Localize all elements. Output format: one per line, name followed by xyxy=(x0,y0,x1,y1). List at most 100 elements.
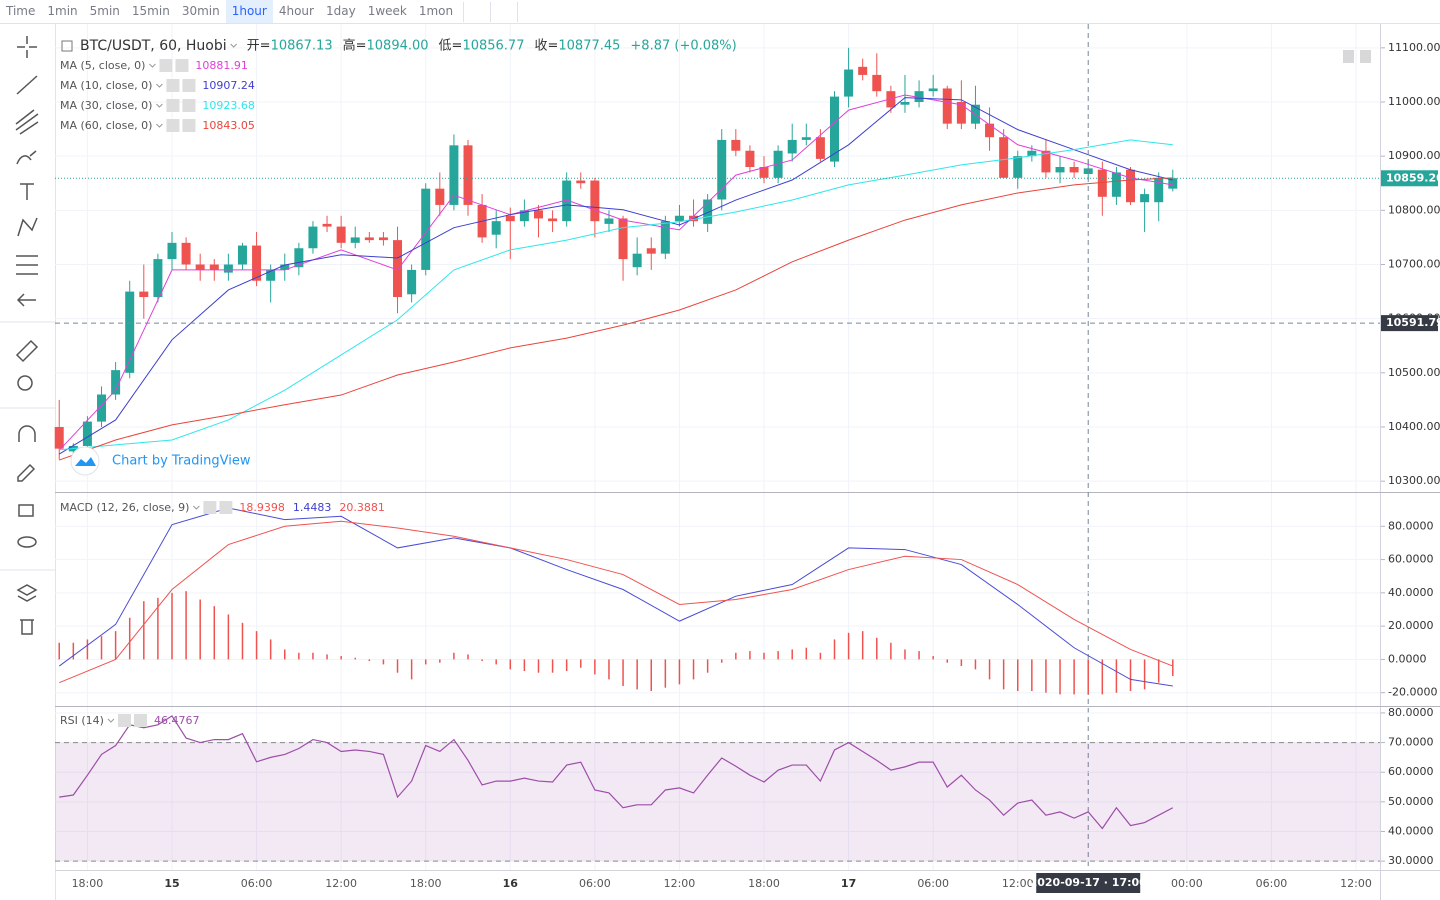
toolbar-icon[interactable] xyxy=(463,1,486,22)
indicator-name: MACD (12, 26, close, 9) xyxy=(60,501,189,514)
line-tool[interactable] xyxy=(16,75,38,95)
legend-settings-icon[interactable] xyxy=(117,714,131,727)
interval-button[interactable]: 30min xyxy=(181,4,220,18)
crosshair-tool[interactable] xyxy=(17,36,37,58)
tool-icons[interactable] xyxy=(0,36,55,635)
draw-mode-tool[interactable] xyxy=(17,463,36,482)
lock-tool[interactable] xyxy=(18,504,34,517)
candle-body xyxy=(1041,150,1051,173)
candle-body xyxy=(562,180,572,222)
y-tick-label: 11000.00 xyxy=(1388,95,1440,108)
watermark-logo-mark xyxy=(75,457,96,466)
candle-body xyxy=(280,264,290,270)
legend-remove-icon[interactable] xyxy=(133,714,147,727)
legend-remove-icon[interactable] xyxy=(219,501,233,514)
layers-tool[interactable] xyxy=(16,584,38,602)
ruler-tool[interactable] xyxy=(15,339,39,363)
legend-settings-icon[interactable] xyxy=(166,99,180,112)
zoom-tool[interactable] xyxy=(17,375,33,391)
ohlc-label: 低= xyxy=(439,39,463,54)
x-tick-label: 15 xyxy=(164,877,179,890)
candle-body xyxy=(407,269,417,295)
candle-body xyxy=(674,215,684,222)
y-tick-label: 10300.00 xyxy=(1388,474,1440,487)
candle-body xyxy=(1154,177,1164,203)
y-tick-label: 80.0000 xyxy=(1388,519,1434,532)
indicator-value: 46.4767 xyxy=(154,714,200,727)
interval-button[interactable]: 1min xyxy=(47,4,78,18)
legend-settings-icon[interactable] xyxy=(166,119,180,132)
candle-body xyxy=(1111,172,1121,197)
candle-body xyxy=(125,291,135,373)
brush-tool[interactable] xyxy=(16,150,37,165)
candle-body xyxy=(548,218,558,222)
interval-button[interactable]: 4hour xyxy=(278,4,314,18)
watermark[interactable]: Chart by TradingView xyxy=(112,454,251,469)
toolbar-icon[interactable] xyxy=(517,1,540,22)
y-tick-label: 50.0000 xyxy=(1388,795,1434,808)
legend-remove-icon[interactable] xyxy=(182,119,196,132)
interval-button[interactable]: 15min xyxy=(131,4,170,18)
candle-body xyxy=(872,74,882,92)
delete-tool[interactable] xyxy=(20,619,34,635)
candle-body xyxy=(660,221,670,254)
candle-body xyxy=(773,150,783,178)
fib-tool[interactable] xyxy=(15,109,39,135)
legend-settings-icon[interactable] xyxy=(166,79,180,92)
indicator-value: 10907.24 xyxy=(202,79,255,92)
legend-settings-icon[interactable] xyxy=(203,501,217,514)
legend-remove-icon[interactable] xyxy=(175,59,189,72)
indicator-name: MA (5, close, 0) xyxy=(60,59,145,72)
y-tick-label: 40.0000 xyxy=(1388,824,1434,837)
indicator-value: 10843.05 xyxy=(202,119,255,132)
measure-tool[interactable] xyxy=(16,255,38,275)
indicator-value: 20.3881 xyxy=(339,501,385,514)
candle-body xyxy=(463,145,473,205)
scroll-icon[interactable] xyxy=(1343,50,1354,63)
interval-button[interactable]: 1day xyxy=(325,4,356,18)
candle-body xyxy=(1069,167,1079,173)
candle-body xyxy=(139,291,149,297)
legend-remove-icon[interactable] xyxy=(182,99,196,112)
candle-body xyxy=(731,139,741,151)
back-tool[interactable] xyxy=(16,293,36,307)
ohlc-label: 收= xyxy=(534,39,558,54)
y-tick-label: 20.0000 xyxy=(1388,619,1434,632)
symbol-title: BTC/USDT, 60, Huobi xyxy=(80,38,227,54)
indicator-name: RSI (14) xyxy=(60,714,104,727)
candle-body xyxy=(618,218,628,260)
interval-button[interactable]: 5min xyxy=(89,4,120,18)
macd-line xyxy=(58,507,1173,687)
candle-body xyxy=(54,427,64,449)
collapse-icon[interactable] xyxy=(61,40,73,52)
toolbar-icon[interactable] xyxy=(490,1,513,22)
magnet-tool[interactable] xyxy=(18,425,36,442)
pattern-tool[interactable] xyxy=(17,217,38,237)
ohlc-value: 10867.13 xyxy=(271,39,333,54)
interval-button[interactable]: Time xyxy=(6,4,36,18)
legend-settings-icon[interactable] xyxy=(159,59,173,72)
text-tool[interactable] xyxy=(20,183,34,200)
candle-body xyxy=(1013,156,1023,178)
legend-remove-icon[interactable] xyxy=(182,79,196,92)
interval-button[interactable]: 1hour xyxy=(225,0,273,23)
indicator-name: MA (10, close, 0) xyxy=(60,79,152,92)
macd-line xyxy=(59,520,1173,684)
interval-button[interactable]: 1mon xyxy=(418,4,454,18)
crosshair-price-tag xyxy=(1381,315,1438,332)
candle-body xyxy=(421,188,431,270)
interval-button[interactable]: 1week xyxy=(367,4,407,18)
y-tick-label: 70.0000 xyxy=(1388,736,1434,749)
candle-body xyxy=(350,237,360,243)
eye-tool[interactable] xyxy=(17,536,37,548)
candle-body xyxy=(801,137,811,140)
legend-caret xyxy=(156,123,163,128)
candle-body xyxy=(900,102,910,105)
indicator-value: 1.4483 xyxy=(293,501,332,514)
candle-body xyxy=(237,245,247,265)
y-tick-label: 10900.00 xyxy=(1388,149,1440,162)
scroll-icon[interactable] xyxy=(1360,50,1371,63)
x-tick-label: 17 xyxy=(841,877,856,890)
candle-body xyxy=(787,139,797,154)
